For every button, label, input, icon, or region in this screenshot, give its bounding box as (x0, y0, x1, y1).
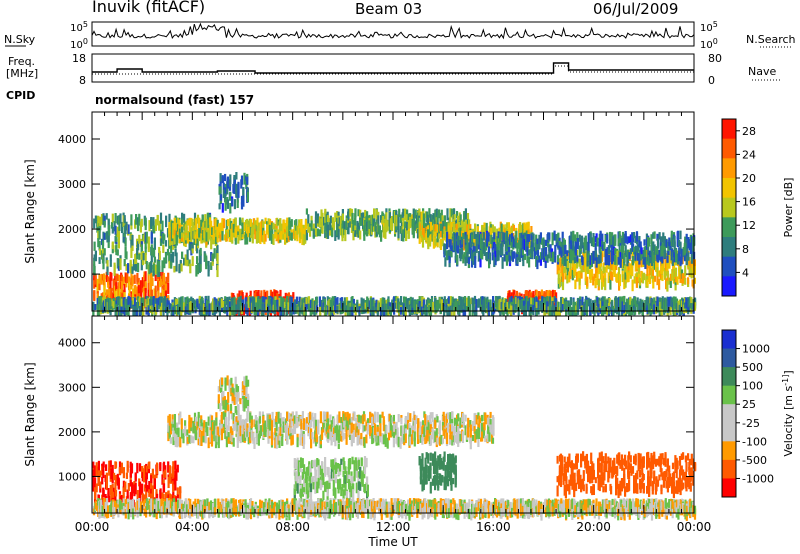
power-ytick-2000: 2000 (58, 223, 86, 236)
power-band-8 (92, 295, 697, 319)
velocity-background (92, 316, 694, 513)
velocity-colorbar-swatch-4 (722, 404, 736, 424)
nsearch-tick-bottom: 100 (700, 37, 718, 51)
velocity-colorbar-swatch-3 (722, 385, 736, 405)
nave-tick-bottom: 0 (708, 74, 715, 87)
velocity-band-3 (418, 451, 457, 494)
velocity-colorbar (721, 329, 740, 498)
velocity-xtick-4: 16:00 (476, 520, 511, 534)
power-ytick-1000: 1000 (58, 268, 86, 281)
velocity-band-4 (556, 451, 697, 499)
freq-tick-top: 18 (72, 52, 86, 65)
velocity-band-6 (217, 375, 250, 416)
power-colorbar-swatch-1 (722, 138, 736, 159)
power-ytick-3000: 3000 (58, 178, 86, 191)
freq-trace (92, 62, 694, 74)
velocity-colorbar-tick-6: -500 (742, 454, 767, 467)
velocity-colorbar-label: Velocity [m s-1]] (781, 370, 795, 456)
power-colorbar-tick-1: 8 (742, 243, 749, 256)
power-colorbar-swatch-8 (722, 276, 736, 297)
velocity-colorbar-swatch-2 (722, 367, 736, 387)
nave-trace (92, 65, 694, 75)
velocity-band-2 (293, 456, 369, 503)
velocity-colorbar-tick-1: 500 (742, 361, 763, 374)
velocity-colorbar-tick-7: -1000 (742, 472, 774, 485)
nave-label: Nave (748, 65, 777, 78)
nave-tick-top: 80 (708, 52, 722, 65)
velocity-xtick-2: 08:00 (275, 520, 310, 534)
power-colorbar-tick-0: 4 (742, 266, 749, 279)
velocity-colorbar-tick-0: 1000 (742, 343, 770, 356)
freq-label-2: [MHz] (6, 67, 39, 80)
power-band-10 (218, 172, 249, 214)
power-colorbar-label: Power [dB] (782, 178, 795, 238)
nsky-panel-frame (91, 21, 695, 47)
velocity-colorbar-swatch-5 (722, 422, 736, 442)
velocity-xtick-1: 04:00 (175, 520, 210, 534)
velocity-colorbar-swatch-0 (722, 330, 736, 350)
velocity-band-1 (167, 411, 495, 450)
velocity-xtick-3: 12:00 (376, 520, 411, 534)
velocity-colorbar-swatch-6 (722, 441, 736, 461)
power-colorbar-swatch-6 (722, 237, 736, 258)
velocity-colorbar-tick-2: 100 (742, 380, 763, 393)
velocity-ytick-4000: 4000 (58, 337, 86, 350)
nsky-tick-top: 105 (70, 20, 88, 34)
nsky-label: N.Sky (4, 33, 36, 46)
power-colorbar-swatch-7 (722, 256, 736, 277)
velocity-colorbar-swatch-7 (722, 459, 736, 479)
freq-tick-bottom: 8 (79, 74, 86, 87)
beam-title: Beam 03 (355, 0, 423, 18)
cpid-program: normalsound (fast) 157 (95, 93, 255, 107)
nsky-tick-bottom: 100 (70, 37, 88, 51)
power-ylabel: Slant Range [km] (23, 159, 37, 263)
velocity-xlabel: Time UT (367, 535, 418, 549)
velocity-colorbar-tick-3: 25 (742, 398, 756, 411)
power-colorbar-swatch-5 (722, 217, 736, 238)
power-colorbar-swatch-4 (722, 197, 736, 218)
velocity-colorbar-swatch-1 (722, 348, 736, 368)
power-colorbar-tick-5: 24 (742, 148, 756, 161)
velocity-panel (91, 315, 697, 521)
power-ytick-4000: 4000 (58, 133, 86, 146)
velocity-xtick-6: 00:00 (677, 520, 712, 534)
nsearch-label: N.Search (746, 33, 796, 46)
power-colorbar-swatch-3 (722, 178, 736, 199)
nsearch-tick-top: 105 (700, 20, 718, 34)
velocity-ytick-1000: 1000 (58, 470, 86, 483)
cpid-label: CPID (6, 89, 36, 102)
power-panel (91, 111, 697, 319)
freq-panel-frame (91, 53, 695, 83)
power-band-9 (443, 230, 696, 270)
power-colorbar-tick-2: 12 (742, 219, 756, 232)
velocity-xtick-0: 00:00 (75, 520, 110, 534)
power-band-3 (168, 217, 308, 247)
freq-label-1: Freq. (8, 55, 36, 68)
power-colorbar-tick-6: 28 (742, 125, 756, 138)
velocity-ytick-2000: 2000 (58, 426, 86, 439)
power-colorbar (721, 118, 740, 297)
power-colorbar-tick-3: 16 (742, 196, 756, 209)
velocity-colorbar-swatch-8 (722, 478, 736, 498)
velocity-xtick-5: 20:00 (576, 520, 611, 534)
velocity-ylabel: Slant Range [km] (23, 362, 37, 466)
date-title: 06/Jul/2009 (593, 0, 679, 18)
power-colorbar-tick-4: 20 (742, 172, 756, 185)
power-colorbar-swatch-0 (722, 119, 736, 140)
station-title: Inuvik (fitACF) (92, 0, 206, 16)
power-colorbar-swatch-2 (722, 158, 736, 179)
velocity-colorbar-tick-4: -25 (742, 417, 760, 430)
velocity-ytick-3000: 3000 (58, 381, 86, 394)
nsky-trace (91, 22, 695, 40)
velocity-colorbar-tick-5: -100 (742, 435, 767, 448)
